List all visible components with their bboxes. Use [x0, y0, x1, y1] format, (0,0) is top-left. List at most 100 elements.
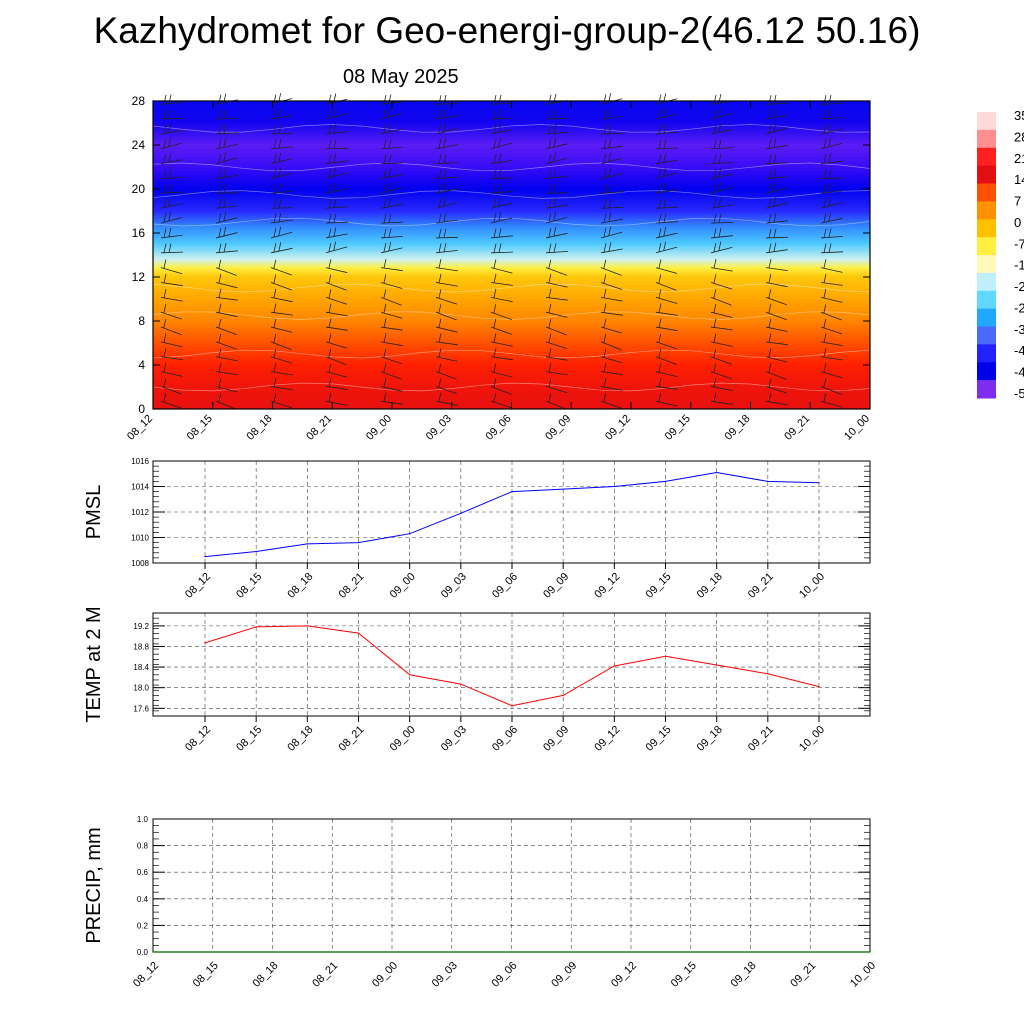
wind-barb-feather — [333, 153, 337, 163]
wind-barb-staff — [160, 296, 183, 302]
wind-barb-staff — [380, 341, 403, 347]
data-point — [409, 674, 411, 676]
wind-barb — [545, 198, 568, 209]
wind-barb — [820, 212, 843, 224]
wind-barb-feather — [498, 169, 502, 179]
wind-barb-staff — [820, 217, 843, 224]
wind-barb-feather — [603, 318, 607, 328]
x-tick-label: 08_12 — [183, 571, 213, 601]
colorbar-swatch — [977, 326, 996, 345]
wind-barb-feather — [768, 289, 772, 299]
wind-barb-feather — [163, 139, 167, 149]
wind-barb — [545, 109, 569, 120]
wind-barb-feather — [773, 213, 777, 223]
wind-barb — [545, 363, 568, 376]
vertical-section-chart: 08_12 08_15 08_18 08_21 09_00 09_03 09_06 09_09… — [125, 93, 872, 443]
wind-barb-staff — [160, 191, 183, 194]
colorbar-swatch — [977, 237, 996, 256]
wind-barb-feather — [443, 154, 447, 164]
wind-barb-feather — [328, 348, 332, 358]
wind-barb-feather — [658, 274, 662, 284]
wind-barb-feather — [718, 167, 722, 177]
wind-barb — [160, 273, 183, 287]
wind-barb-feather — [773, 94, 777, 104]
wind-barb — [160, 109, 184, 120]
wind-barb — [710, 182, 733, 194]
colorbar-swatch — [977, 147, 996, 167]
wind-barb-feather — [548, 243, 552, 253]
wind-barb-staff — [600, 132, 624, 135]
wind-barb — [270, 108, 293, 120]
wind-barb-feather — [168, 243, 172, 253]
wind-barb — [490, 153, 513, 165]
wind-barb-feather — [608, 242, 612, 252]
wind-barb-feather — [548, 348, 552, 358]
data-point — [255, 550, 257, 553]
wind-barb-staff — [655, 296, 678, 304]
wind-barb — [380, 154, 404, 165]
wind-barb-feather — [218, 139, 222, 149]
y-axis-title: PRECIP, mm — [83, 827, 105, 943]
wind-barb-feather — [718, 139, 722, 149]
wind-barb-feather — [223, 243, 227, 253]
wind-barb-feather — [273, 259, 277, 269]
wind-barb-staff — [600, 311, 623, 316]
wind-barb-staff — [820, 117, 843, 120]
wind-barb — [490, 137, 513, 150]
wind-barb-staff — [490, 190, 513, 194]
wind-barb-staff — [600, 356, 623, 364]
y-tick-label: 12 — [132, 270, 146, 284]
x-tick-label: 10_00 — [842, 413, 872, 443]
wind-barb-feather — [168, 183, 172, 193]
wind-barb-feather — [773, 108, 777, 118]
wind-barb-feather — [658, 228, 662, 238]
wind-barb — [215, 198, 238, 209]
x-tick-label: 08_15 — [234, 571, 264, 601]
wind-barb-staff — [710, 147, 734, 150]
y-tick-label: 1014 — [131, 483, 149, 492]
wind-barb-staff — [490, 400, 513, 409]
wind-barb-feather — [273, 348, 277, 358]
wind-barb — [325, 363, 348, 378]
x-tick-label: 08_21 — [310, 960, 340, 990]
wind-barb-feather — [438, 124, 442, 134]
wind-barb-staff — [380, 296, 402, 306]
wind-barb-staff — [490, 217, 513, 224]
wind-barb-feather — [828, 94, 832, 105]
x-tick-label: 09_12 — [592, 724, 622, 754]
wind-barb-feather — [663, 167, 667, 177]
wind-barb — [270, 167, 293, 179]
wind-barb-feather — [603, 184, 607, 194]
data-point — [460, 512, 462, 514]
wind-barb-feather — [163, 378, 167, 388]
wind-barb-feather — [493, 333, 497, 343]
wind-barb — [215, 168, 238, 179]
wind-barb-staff — [710, 173, 733, 179]
wind-barb-feather — [828, 212, 832, 222]
wind-barb-staff — [325, 356, 347, 366]
wind-barb — [380, 333, 403, 347]
wind-barb — [215, 152, 238, 165]
wind-barb — [380, 108, 403, 120]
wind-barb — [820, 94, 844, 105]
wind-barb-feather — [223, 124, 227, 134]
wind-barb — [600, 333, 622, 351]
wind-barb — [600, 288, 623, 302]
wind-barb-feather — [768, 183, 772, 193]
wind-barb — [545, 211, 568, 224]
wind-barb — [655, 333, 678, 350]
wind-barb-staff — [710, 326, 733, 331]
wind-barb — [765, 122, 788, 135]
wind-barb-staff — [765, 187, 788, 194]
wind-barb-feather — [383, 183, 387, 193]
wind-barb-feather — [493, 348, 497, 358]
wind-barb — [765, 363, 787, 380]
wind-barb-feather — [383, 109, 387, 119]
wind-barb-feather — [223, 212, 227, 222]
wind-barb-feather — [718, 182, 722, 192]
wind-barb-staff — [215, 356, 238, 362]
wind-barb — [160, 243, 184, 254]
wind-barb-feather — [553, 137, 557, 148]
wind-barb-feather — [328, 363, 332, 373]
